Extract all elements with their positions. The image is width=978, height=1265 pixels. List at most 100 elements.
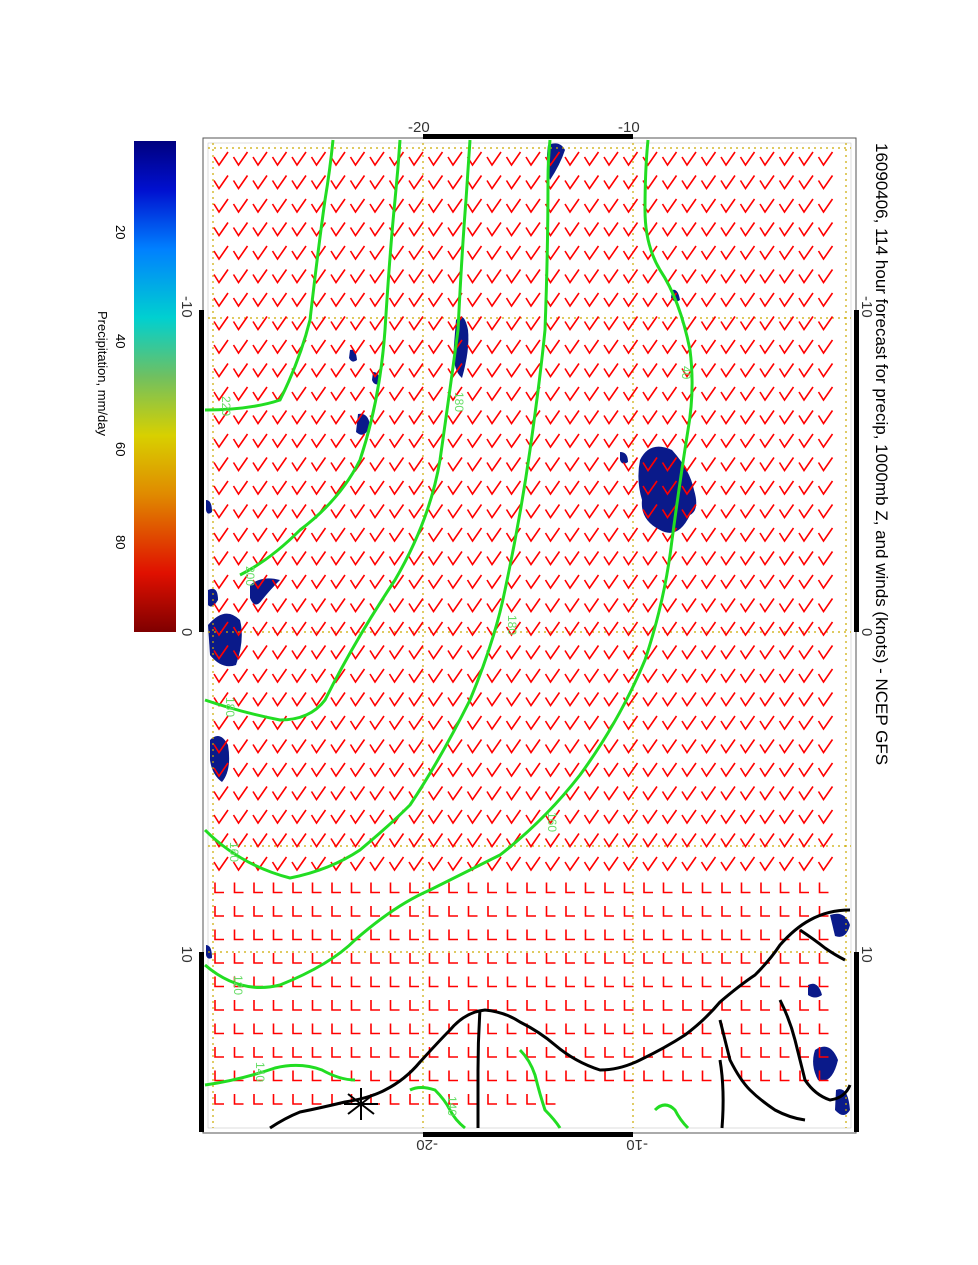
wind-barb: [252, 175, 268, 190]
wind-barb: [447, 222, 463, 237]
wind-barb: [330, 175, 346, 190]
wind-barb: [622, 457, 639, 472]
wind-barb: [544, 809, 561, 825]
wind-barb: [506, 1023, 517, 1035]
wind-barb: [701, 1023, 712, 1035]
wind-barb: [369, 222, 385, 237]
wind-barb: [545, 953, 556, 964]
wind-barb: [564, 809, 580, 825]
wind-barb: [408, 715, 424, 731]
wind-barb: [583, 621, 600, 637]
wind-barb: [253, 1094, 263, 1105]
wind-barb: [330, 269, 346, 284]
wind-barb: [408, 668, 424, 684]
axis-labels: -20 -10 -20 -10 -10 0 10 -10 0 10: [178, 119, 875, 1153]
wind-barb: [486, 480, 502, 496]
wind-barb: [681, 292, 697, 308]
wind-barb: [467, 1000, 478, 1011]
wind-barb: [622, 433, 639, 449]
contour-labels: 220 200 180 160 140 120 140 160 180 140 …: [219, 366, 693, 1116]
wind-barb: [603, 739, 619, 754]
wind-barb: [798, 151, 814, 167]
wind-barb: [330, 574, 346, 590]
wind-barb: [759, 574, 775, 590]
wind-barb: [720, 833, 736, 848]
contour-line: [409, 1086, 466, 1130]
wind-barb: [622, 574, 639, 590]
wind-barb: [213, 363, 229, 378]
wind-barb: [232, 386, 249, 402]
wind-barb: [466, 457, 483, 472]
wind-barb: [232, 245, 249, 261]
wind-barb: [720, 762, 736, 778]
wind-barb: [232, 151, 249, 167]
wind-barb: [408, 198, 424, 214]
wind-barb: [292, 882, 302, 894]
wind-barb: [271, 786, 288, 801]
wind-barb: [487, 953, 497, 964]
wind-barb: [798, 856, 814, 872]
wind-barb: [604, 953, 614, 964]
wind-barb: [388, 386, 405, 402]
wind-barb: [349, 245, 366, 261]
wind-barb: [214, 1023, 224, 1035]
wind-barb: [818, 929, 829, 941]
wind-barb: [447, 856, 463, 872]
wind-barb: [271, 692, 288, 707]
wind-barb: [486, 621, 502, 637]
wind-barb: [798, 457, 814, 472]
wind-barb: [409, 1094, 419, 1105]
wind-barb: [544, 621, 561, 637]
wind-barb: [643, 976, 653, 988]
wind-barb: [778, 762, 795, 778]
wind-barb: [252, 621, 268, 637]
wind-barb: [271, 410, 288, 425]
wind-barb: [389, 1023, 400, 1035]
wind-barb: [466, 410, 483, 425]
wind-barb: [642, 386, 658, 402]
colorbar-tick-60: 60: [113, 442, 128, 456]
right-label-0: 0: [858, 628, 875, 636]
precip-blob: [620, 452, 628, 464]
contour-label: 120: [231, 975, 245, 995]
wind-barb: [623, 1023, 634, 1035]
wind-barb: [564, 410, 580, 425]
wind-barb: [681, 410, 697, 425]
wind-barb: [622, 856, 639, 872]
wind-barb: [466, 645, 483, 660]
wind-barb: [700, 245, 717, 261]
top-label-minus20: -20: [408, 119, 430, 136]
wind-barb: [370, 1023, 380, 1035]
wind-barb: [388, 480, 405, 496]
wind-barb: [506, 953, 517, 964]
wind-barb: [603, 198, 619, 214]
wind-barb: [798, 739, 814, 754]
wind-barb: [272, 1000, 283, 1011]
wind-barb: [331, 976, 341, 988]
wind-barb: [369, 504, 385, 519]
wind-barb: [584, 976, 595, 988]
wind-barb: [662, 976, 673, 988]
wind-barb: [700, 316, 717, 331]
wind-barb: [428, 1070, 439, 1082]
wind-barb: [818, 1047, 829, 1058]
wind-barb: [505, 410, 522, 425]
wind-barb: [603, 762, 619, 778]
wind-barb: [622, 809, 639, 825]
wind-barb: [778, 457, 795, 472]
wind-barb: [700, 457, 717, 472]
wind-barb: [583, 316, 600, 331]
wind-barb: [349, 762, 366, 778]
wind-barb: [330, 786, 346, 801]
wind-barb: [779, 953, 790, 964]
wind-barb: [331, 882, 341, 894]
wind-barb: [818, 882, 829, 894]
wind-barb: [232, 551, 249, 566]
wind-barb: [622, 175, 639, 190]
wind-barb: [388, 151, 405, 167]
wind-barb: [408, 363, 424, 378]
wind-barb: [661, 222, 678, 237]
wind-barb: [486, 598, 502, 613]
wind-barb: [622, 151, 639, 167]
wind-barb: [427, 621, 444, 637]
